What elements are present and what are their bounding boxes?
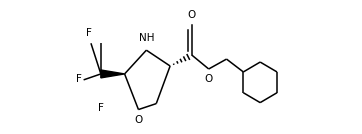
Polygon shape	[101, 70, 125, 78]
Text: NH: NH	[139, 33, 154, 43]
Text: O: O	[188, 10, 196, 21]
Text: O: O	[134, 114, 143, 124]
Text: F: F	[98, 103, 104, 113]
Text: F: F	[76, 74, 82, 84]
Text: F: F	[86, 28, 92, 38]
Text: O: O	[205, 74, 213, 84]
